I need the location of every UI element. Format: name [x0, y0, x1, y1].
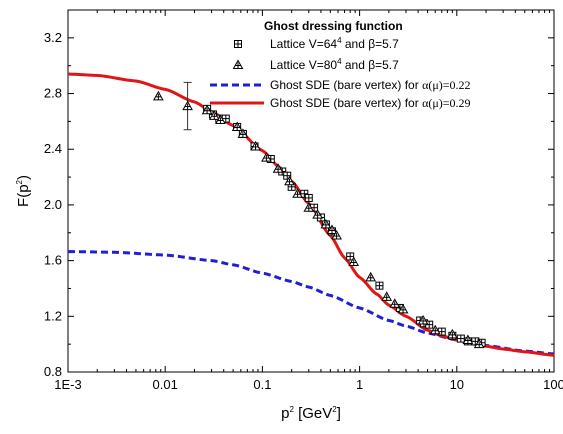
- x-tick-label: 10: [450, 377, 464, 392]
- lattice-64-point: [425, 320, 434, 329]
- lattice-80-point: [473, 338, 485, 349]
- y-tick-label: 1.2: [44, 308, 62, 323]
- lattice-80-point: [326, 224, 338, 234]
- x-tick-label: 1E-3: [54, 377, 81, 392]
- y-tick-label: 3.2: [44, 30, 62, 45]
- lattice-64-point: [346, 252, 355, 261]
- lattice-64-point: [456, 334, 465, 343]
- lattice-80-point: [312, 209, 323, 219]
- lattice-80-point: [303, 202, 315, 212]
- markers-layer: [152, 81, 486, 349]
- lattice-80-point: [365, 271, 377, 282]
- lattice-80-point: [261, 152, 272, 162]
- lattice-80-point: [231, 121, 243, 131]
- lattice-80-point: [331, 230, 342, 240]
- legend-label: Ghost SDE (bare vertex) for α(μ)=0.29: [270, 96, 471, 110]
- lattice-64-point: [300, 189, 309, 198]
- legend-label: Lattice V=804 and β=5.7: [270, 57, 399, 72]
- legend-title: Ghost dressing function: [264, 19, 403, 33]
- x-axis-title: p2 [GeV2]: [281, 405, 341, 422]
- x-tick-label: 100: [543, 377, 563, 392]
- lattice-80-point: [348, 256, 360, 267]
- lattice-80-point: [215, 114, 226, 124]
- lattice-80-point: [397, 303, 409, 314]
- y-tick-label: 1.6: [44, 253, 62, 268]
- lattice-80-point: [389, 298, 401, 308]
- lattice-80-point: [182, 100, 193, 111]
- lattice-80-point: [201, 104, 213, 115]
- y-tick-label: 2.0: [44, 197, 62, 212]
- lattice-64-point: [283, 171, 292, 180]
- lattice-64-point: [375, 281, 384, 290]
- curves-layer: [67, 72, 555, 357]
- legend-entries: Lattice V=644 and β=5.7 Lattice V=804 and…: [210, 36, 471, 110]
- x-tick-label: 0.01: [153, 377, 178, 392]
- legend-symbol-triangle-plus: [232, 59, 244, 69]
- lattice-80-point: [237, 128, 249, 138]
- y-tick-label: 2.8: [44, 86, 62, 101]
- legend-symbol-box-plus: [234, 40, 242, 48]
- plot-frame: [67, 9, 555, 373]
- lattice-80-point: [429, 324, 441, 335]
- legend-label: Ghost SDE (bare vertex) for α(μ)=0.22: [270, 78, 471, 92]
- lattice-80-point: [152, 90, 164, 101]
- lattice-80-point: [292, 188, 303, 198]
- lattice-80-point: [462, 334, 474, 344]
- lattice-80-point: [417, 314, 429, 325]
- axis-ticks: 1E-3 0.01 0.1 1 10 100 0.8 1.2 1.6 2.0 2.4 2.8 3.2: [44, 9, 563, 392]
- legend: Ghost dressing function Lattice V=644 an…: [210, 19, 471, 110]
- sde-curve-alpha-0.29: [67, 72, 555, 357]
- x-tick-label: 1: [356, 377, 363, 392]
- lattice-80-point: [446, 328, 458, 339]
- lattice-80-point: [208, 110, 220, 120]
- lattice-80-point: [250, 140, 261, 151]
- y-tick-label: 2.4: [44, 141, 62, 156]
- y-tick-label: 0.8: [44, 364, 62, 379]
- sde-curve-alpha-0.22: [67, 250, 555, 356]
- lattice-80-point: [320, 218, 332, 229]
- x-tick-label: 0.1: [253, 377, 271, 392]
- lattice-80-point: [381, 291, 393, 301]
- y-axis-title: F(p2): [15, 175, 32, 207]
- lattice-64-point: [304, 193, 313, 202]
- lattice-80-point: [284, 175, 295, 186]
- legend-label: Lattice V=644 and β=5.7: [270, 36, 399, 51]
- lattice-80-point: [272, 163, 284, 173]
